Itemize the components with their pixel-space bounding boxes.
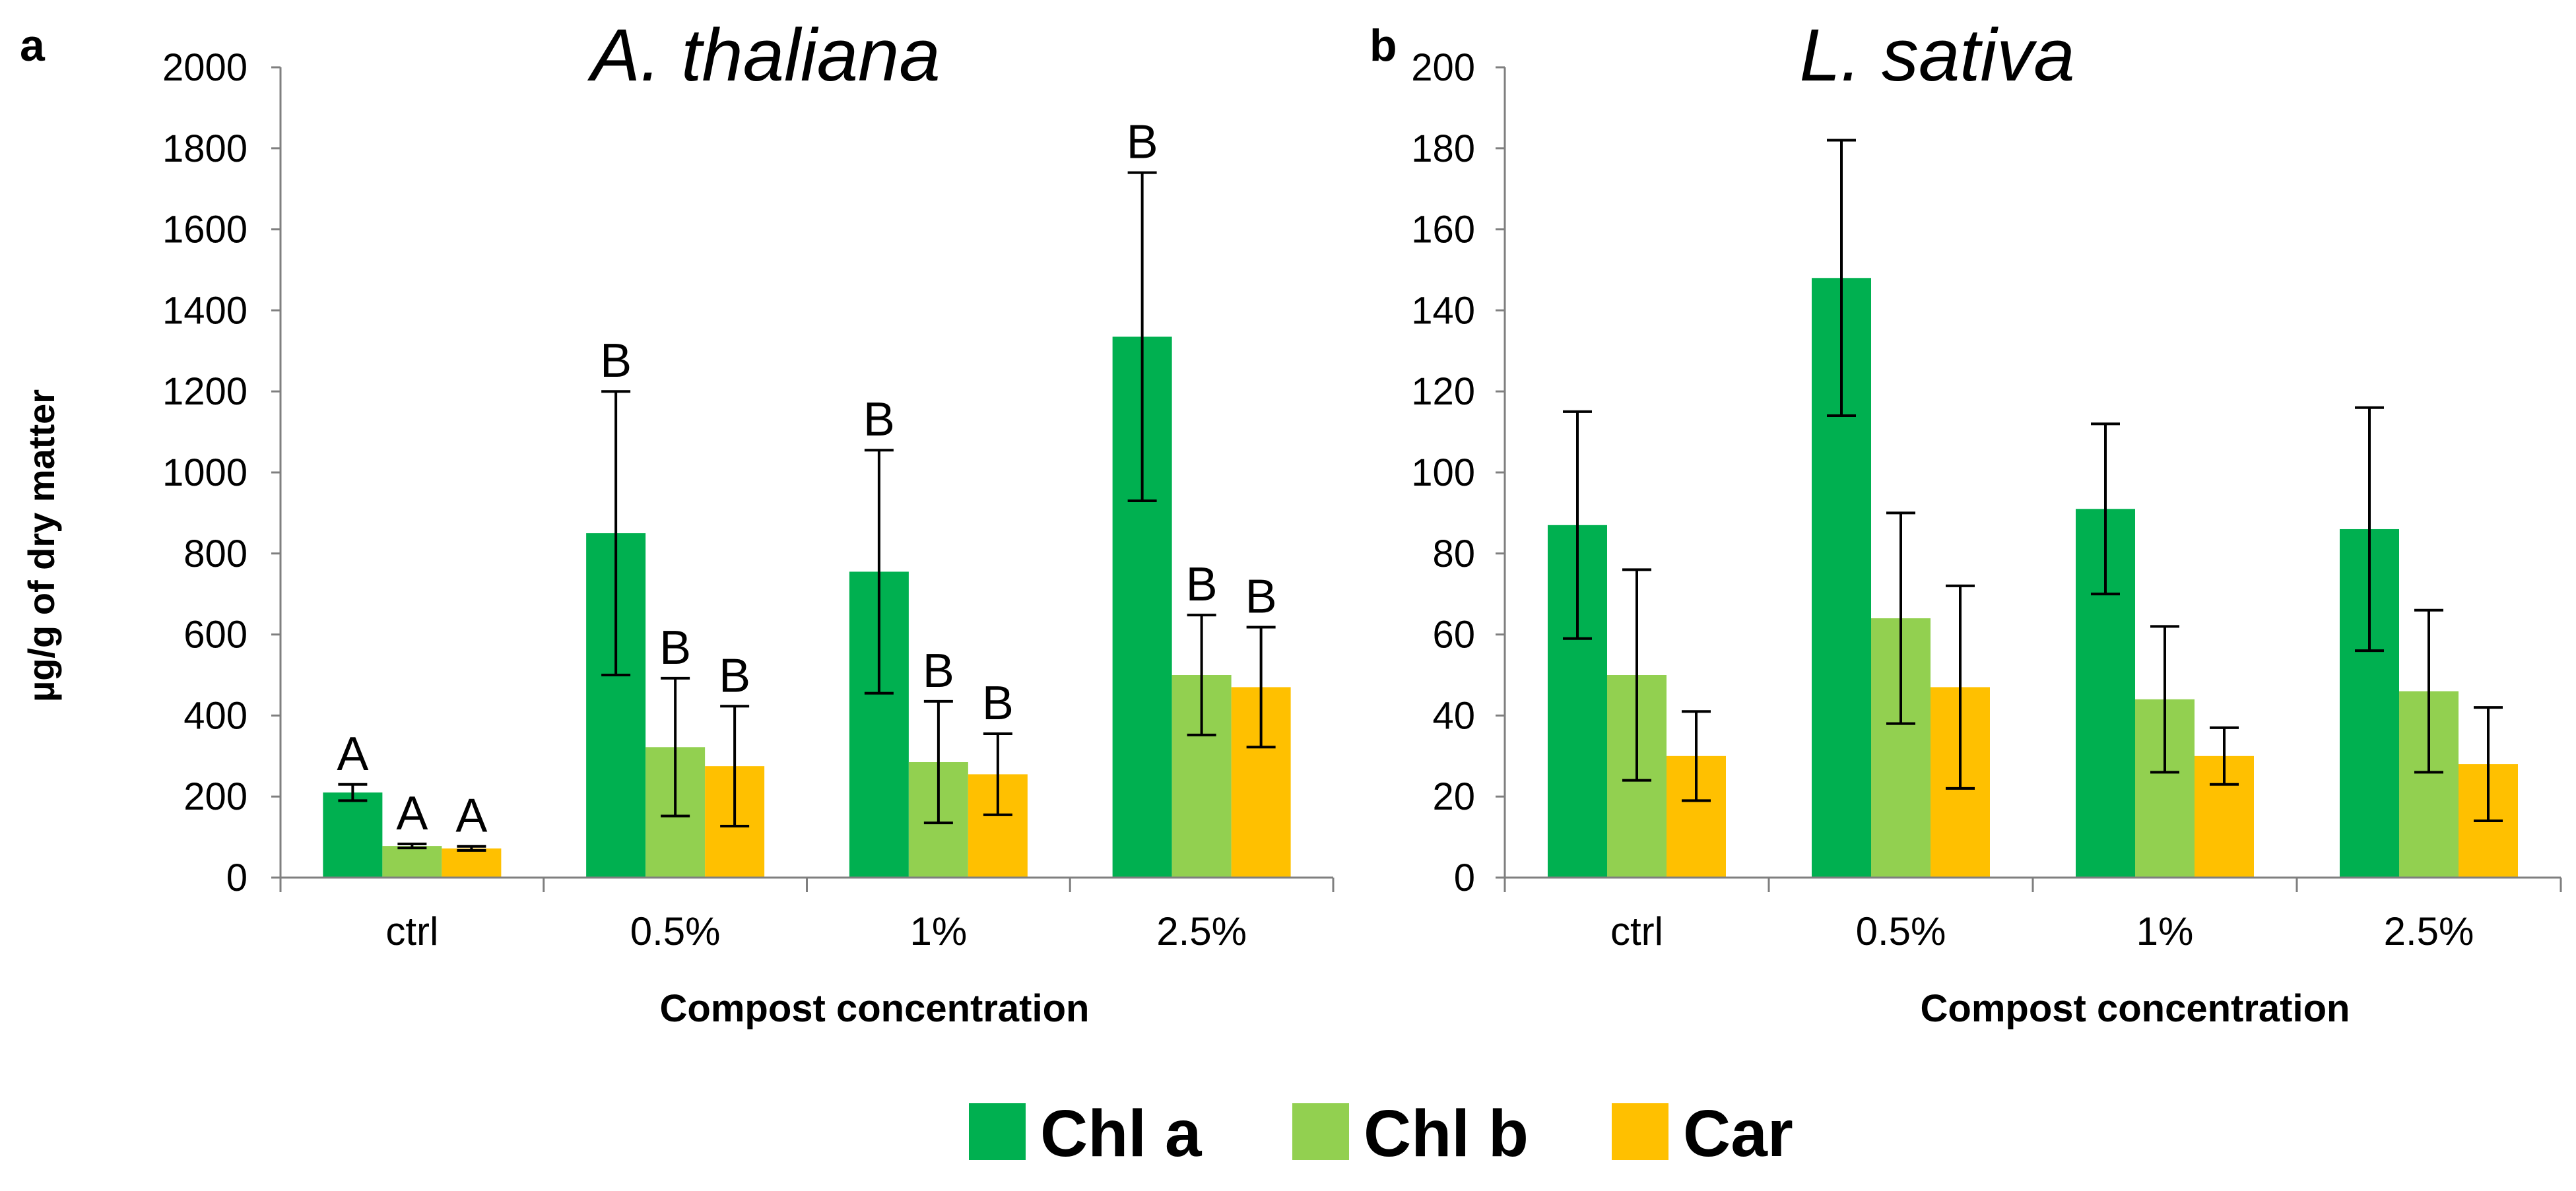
y-tick-label-b-9: 180	[1411, 127, 1475, 170]
significance-letter-a-chlb-1: B	[659, 622, 691, 674]
y-tick-label-a-1: 200	[183, 775, 248, 818]
x-tick-label-a-0: ctrl	[385, 909, 438, 953]
y-tick-label-a-4: 800	[183, 532, 248, 575]
x-tick-label-b-3: 2.5%	[2384, 909, 2474, 953]
significance-letter-a-chlb-3: B	[1186, 558, 1218, 611]
y-tick-label-b-0: 0	[1454, 856, 1475, 899]
legend-swatch-chl-a	[969, 1103, 1026, 1160]
significance-letter-a-car-0: A	[455, 790, 487, 843]
y-tick-label-a-8: 1600	[162, 209, 248, 251]
significance-letter-a-car-1: B	[719, 649, 750, 702]
y-tick-label-b-1: 20	[1432, 775, 1475, 818]
y-tick-label-b-3: 60	[1432, 614, 1475, 657]
legend-swatch-car	[1612, 1103, 1668, 1160]
x-tick-label-a-1: 0.5%	[630, 909, 721, 953]
significance-letter-a-chla-3: B	[1127, 116, 1158, 169]
legend-swatch-chl-b	[1292, 1103, 1349, 1160]
x-tick-label-a-2: 1%	[910, 909, 968, 953]
y-tick-label-b-2: 40	[1432, 694, 1475, 737]
x-tick-label-b-0: ctrl	[1610, 909, 1663, 953]
plot-area-b: 0 20 40 60 80 100 120 140 160 180 200 ctrl 0.5% 1% 2.5…	[1411, 46, 2562, 953]
significance-letter-a-chlb-2: B	[923, 645, 954, 697]
x-tick-label-a-3: 2.5%	[1156, 909, 1247, 953]
legend-label-chl-b: Chl b	[1364, 1097, 1529, 1171]
bar-a-chlb-0	[382, 846, 442, 878]
significance-letter-a-chla-0: A	[337, 728, 368, 781]
significance-letter-a-chla-2: B	[863, 393, 895, 446]
y-tick-label-a-7: 1400	[162, 289, 248, 332]
y-axis-label-a: µg/g of dry matter	[20, 389, 62, 702]
y-tick-label-b-8: 160	[1411, 209, 1475, 251]
panel-letter-a: a	[20, 20, 46, 71]
y-tick-label-a-2: 400	[183, 694, 248, 737]
y-tick-label-a-6: 1200	[162, 370, 248, 413]
chart-title-a: A. thaliana	[587, 14, 940, 96]
significance-letter-a-car-2: B	[982, 677, 1014, 730]
y-tick-label-a-10: 2000	[162, 46, 248, 89]
y-tick-label-b-6: 120	[1411, 370, 1475, 413]
legend-label-car: Car	[1683, 1097, 1793, 1171]
y-tick-label-a-9: 1800	[162, 127, 248, 170]
x-axis-label-a: Compost concentration	[660, 987, 1090, 1030]
legend-label-chl-a: Chl a	[1040, 1097, 1203, 1171]
y-tick-label-a-5: 1000	[162, 451, 248, 494]
x-tick-label-b-2: 1%	[2136, 909, 2194, 953]
y-tick-label-a-3: 600	[183, 614, 248, 657]
legend: Chl a Chl b Car	[969, 1097, 1793, 1171]
y-tick-label-b-4: 80	[1432, 532, 1475, 575]
x-tick-label-b-1: 0.5%	[1856, 909, 1946, 953]
x-axis-label-b: Compost concentration	[1921, 987, 2350, 1030]
significance-letter-a-chlb-0: A	[396, 787, 428, 840]
panel-letter-b: b	[1370, 20, 1397, 71]
y-tick-label-a-0: 0	[226, 856, 248, 899]
y-tick-label-b-7: 140	[1411, 289, 1475, 332]
significance-letter-a-car-3: B	[1245, 571, 1277, 624]
bar-a-chla-0	[323, 792, 383, 878]
significance-letter-a-chla-1: B	[600, 335, 632, 387]
bar-a-car-0	[442, 848, 502, 878]
chart-title-b: L. sativa	[1799, 14, 2074, 96]
y-tick-label-b-5: 100	[1411, 451, 1475, 494]
y-tick-label-b-10: 200	[1411, 46, 1475, 89]
